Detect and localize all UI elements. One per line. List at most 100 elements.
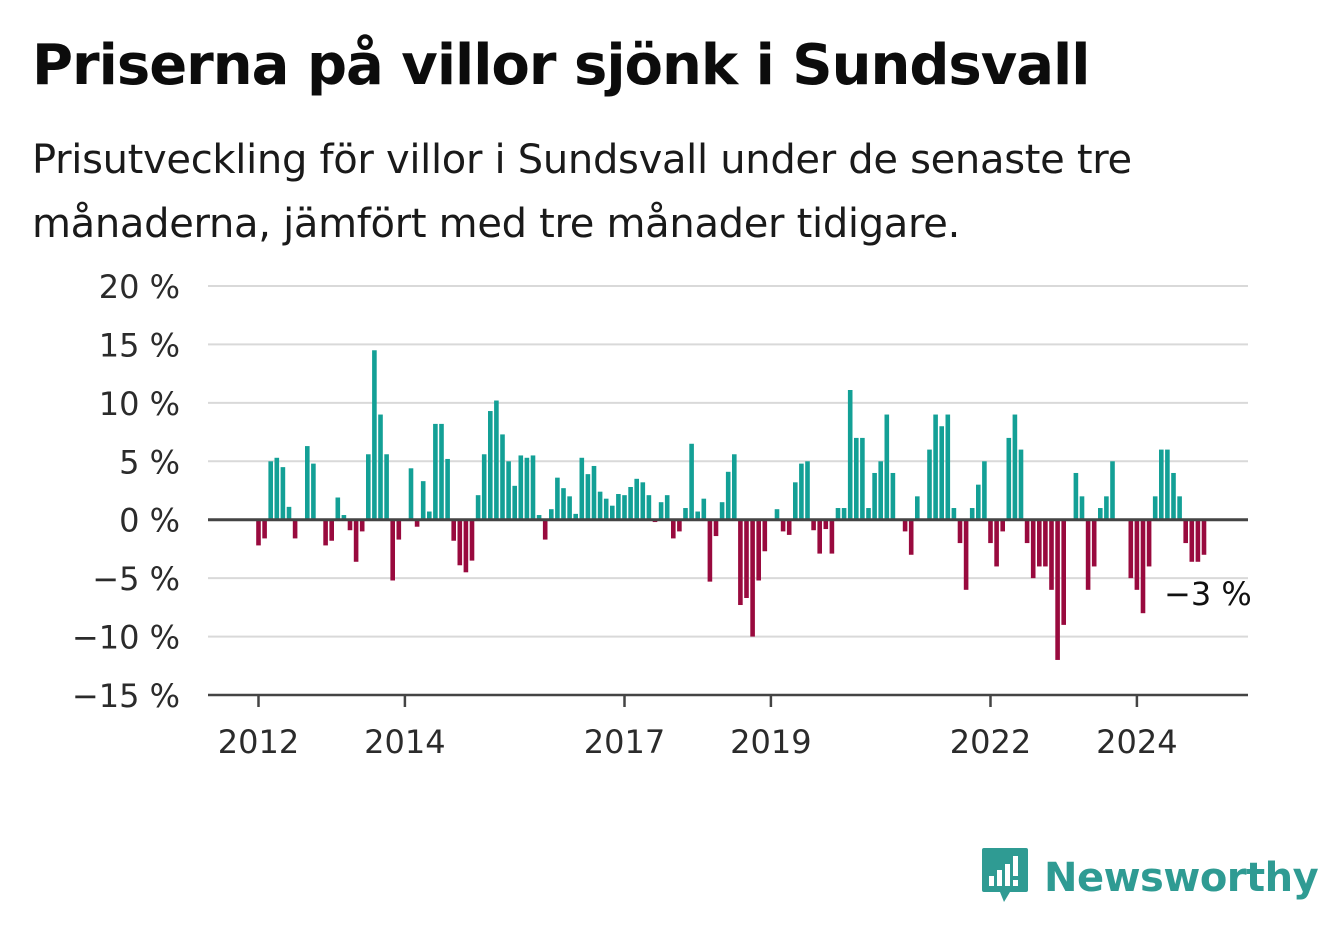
- x-tick-label: 2019: [730, 723, 811, 761]
- bar: [445, 458, 450, 520]
- bar: [427, 511, 432, 520]
- bar: [463, 519, 469, 573]
- bar: [305, 446, 310, 520]
- bar: [847, 390, 853, 520]
- bar: [341, 515, 347, 520]
- axes: [208, 518, 1248, 697]
- bar: [738, 519, 743, 606]
- x-tick-label: 2014: [364, 723, 445, 761]
- bar: [591, 465, 597, 520]
- bar: [292, 519, 298, 539]
- bar: [518, 455, 524, 520]
- bar: [396, 519, 402, 540]
- bar: [329, 519, 334, 541]
- bar: [774, 509, 780, 520]
- bar: [1128, 519, 1134, 579]
- bar: [933, 414, 938, 520]
- bar: [658, 502, 664, 520]
- y-tick-label: 5 %: [119, 443, 180, 481]
- y-tick-label: −5 %: [92, 560, 180, 598]
- bar: [1195, 519, 1201, 562]
- bar: [451, 519, 456, 541]
- bar: [872, 472, 877, 520]
- bar: [786, 519, 792, 535]
- bar: [256, 519, 261, 546]
- bar: [976, 484, 981, 520]
- bar: [640, 482, 646, 520]
- bar: [335, 497, 341, 520]
- bar: [469, 519, 475, 561]
- x-tick-label: 2012: [218, 723, 299, 761]
- bar: [610, 505, 615, 520]
- bar: [603, 498, 609, 520]
- y-tick-label: −15 %: [72, 677, 180, 715]
- bar: [927, 449, 932, 520]
- bar: [1146, 519, 1152, 567]
- bar: [1012, 414, 1018, 520]
- bar: [805, 461, 810, 520]
- brand-name: Newsworthy: [1044, 855, 1319, 901]
- bar: [1073, 472, 1079, 520]
- y-tick-label: 20 %: [99, 268, 180, 306]
- bar: [420, 481, 426, 520]
- bar-chart-speech-bubble-icon: [982, 848, 1028, 902]
- bar: [1049, 519, 1054, 590]
- annotations: −3 %: [1164, 575, 1252, 613]
- bar: [951, 508, 957, 520]
- bar: [616, 494, 621, 520]
- bar: [1061, 519, 1066, 625]
- newsworthy-logo: Newsworthy: [980, 846, 1319, 910]
- bar: [1055, 519, 1060, 660]
- bar: [793, 482, 798, 520]
- bar: [695, 511, 700, 520]
- bar: [555, 477, 560, 520]
- bar: [536, 515, 542, 520]
- bar: [494, 400, 499, 520]
- bar: [1043, 519, 1048, 567]
- bar: [579, 457, 585, 520]
- bar: [634, 478, 639, 520]
- bar: [585, 474, 591, 520]
- bar: [817, 519, 822, 554]
- bar: [323, 519, 328, 546]
- bar: [732, 454, 737, 520]
- bar: [664, 495, 670, 520]
- bar: [1140, 519, 1146, 614]
- bar: [744, 519, 749, 598]
- bar: [963, 519, 969, 590]
- bar: [1098, 508, 1103, 520]
- bar: [1091, 519, 1097, 567]
- bar: [713, 519, 719, 537]
- bar: [378, 414, 383, 520]
- bar: [1079, 496, 1085, 520]
- bar: [707, 519, 713, 582]
- bar: [1085, 519, 1091, 590]
- bar: [347, 519, 353, 531]
- bar: [756, 519, 761, 581]
- bar: [1201, 519, 1207, 555]
- bar: [280, 467, 286, 520]
- bar: [628, 486, 633, 520]
- bar: [488, 411, 493, 520]
- bar: [701, 498, 707, 520]
- bar: [915, 496, 920, 520]
- bar: [677, 519, 682, 532]
- y-tick-label: 15 %: [99, 326, 180, 364]
- bar: [689, 443, 694, 520]
- bar: [1110, 461, 1115, 520]
- bar: [823, 519, 829, 530]
- bar: [274, 457, 280, 520]
- bar: [414, 519, 420, 527]
- bar: [475, 495, 481, 520]
- bar: [1189, 519, 1195, 562]
- bar: [1018, 449, 1024, 520]
- bar: [762, 519, 768, 552]
- bar: [506, 461, 511, 520]
- bar: [372, 350, 377, 520]
- bar: [573, 513, 578, 520]
- bar: [311, 463, 316, 520]
- chart-subtitle: Prisutveckling för villor i Sundsvall un…: [32, 137, 1132, 247]
- bar: [988, 519, 993, 544]
- bar: [530, 455, 536, 520]
